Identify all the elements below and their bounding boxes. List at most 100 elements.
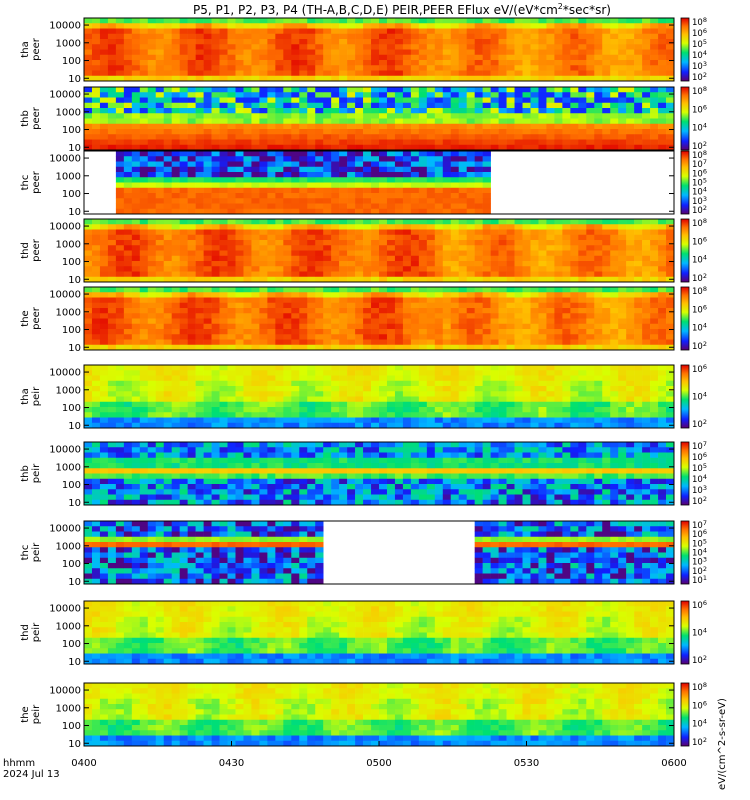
heatmap-cell xyxy=(458,123,467,130)
heatmap-cell xyxy=(514,417,523,424)
heatmap-cell xyxy=(107,28,117,35)
heatmap-cell xyxy=(626,33,635,40)
heatmap-cell xyxy=(626,144,635,151)
heatmap-cell xyxy=(243,234,252,241)
heatmap-cell xyxy=(339,219,348,225)
heatmap-cell xyxy=(530,39,539,45)
heatmap-cell xyxy=(339,102,348,109)
heatmap-cell xyxy=(139,323,149,330)
heatmap-cell xyxy=(299,391,308,397)
heatmap-cell xyxy=(514,271,523,278)
heatmap-cell xyxy=(514,287,523,293)
heatmap-cell xyxy=(426,203,436,210)
heatmap-cell xyxy=(299,193,308,199)
heatmap-cell xyxy=(307,386,316,392)
heatmap-cell xyxy=(522,250,531,257)
heatmap-cell xyxy=(650,70,659,77)
y-tick-label: 100 xyxy=(62,325,81,336)
heatmap-cell xyxy=(442,161,452,168)
heatmap-cell xyxy=(219,297,228,304)
heatmap-cell xyxy=(355,182,364,189)
heatmap-cell xyxy=(331,151,340,157)
heatmap-cell xyxy=(131,87,141,93)
heatmap-cell xyxy=(466,417,475,424)
heatmap-cell xyxy=(522,365,531,371)
heatmap-cell xyxy=(379,250,388,257)
heatmap-cell xyxy=(594,339,603,346)
heatmap-cell xyxy=(418,156,428,162)
heatmap-cell xyxy=(578,396,587,403)
heatmap-cell xyxy=(578,129,587,135)
heatmap-cell xyxy=(235,219,244,225)
heatmap-cell xyxy=(195,261,204,267)
heatmap-cell xyxy=(570,70,579,77)
heatmap-cell xyxy=(339,308,348,314)
heatmap-cell xyxy=(219,203,228,210)
heatmap-cell xyxy=(594,113,603,119)
heatmap-cell xyxy=(538,65,547,71)
heatmap-cell xyxy=(331,240,340,246)
heatmap-cell xyxy=(442,370,452,376)
heatmap-cell xyxy=(299,54,308,61)
heatmap-cell xyxy=(155,208,165,215)
heatmap-cell xyxy=(371,370,380,376)
heatmap-cell xyxy=(418,412,428,418)
heatmap-cell xyxy=(402,422,412,429)
heatmap-cell xyxy=(666,313,675,319)
heatmap-cell xyxy=(259,118,268,125)
heatmap-cell xyxy=(251,412,260,418)
heatmap-cell xyxy=(283,65,292,71)
heatmap-cell xyxy=(426,417,436,424)
heatmap-cell xyxy=(139,245,149,251)
heatmap-cell xyxy=(626,44,635,50)
heatmap-cell xyxy=(442,75,452,82)
heatmap-cell xyxy=(227,318,236,325)
heatmap-cell xyxy=(251,318,260,325)
heatmap-cell xyxy=(626,308,635,314)
heatmap-cell xyxy=(402,292,412,298)
heatmap-cell xyxy=(251,240,260,246)
heatmap-cell xyxy=(618,97,627,104)
heatmap-cell xyxy=(155,250,165,257)
heatmap-cell xyxy=(562,255,571,262)
heatmap-cell xyxy=(514,375,523,382)
heatmap-cell xyxy=(259,198,268,204)
heatmap-cell xyxy=(139,297,149,304)
heatmap-cell xyxy=(402,172,412,178)
heatmap-cell xyxy=(363,292,372,298)
heatmap-cell xyxy=(235,375,244,382)
heatmap-cell xyxy=(578,329,587,335)
heatmap-cell xyxy=(386,144,396,151)
heatmap-cell xyxy=(371,329,380,335)
heatmap-cell xyxy=(482,287,491,293)
heatmap-cell xyxy=(538,102,547,109)
heatmap-cell xyxy=(418,229,428,236)
heatmap-cell xyxy=(450,134,460,140)
heatmap-cell xyxy=(299,313,308,319)
heatmap-cell xyxy=(147,97,157,104)
heatmap-cell xyxy=(371,261,380,267)
heatmap-cell xyxy=(155,134,165,140)
heatmap-cell xyxy=(219,245,228,251)
heatmap-cell xyxy=(291,108,300,114)
heatmap-cell xyxy=(402,302,412,309)
heatmap-cell xyxy=(211,70,220,77)
heatmap-cell xyxy=(474,187,483,194)
heatmap-cell xyxy=(291,144,300,151)
heatmap-cell xyxy=(634,134,643,140)
heatmap-cell xyxy=(482,49,491,56)
heatmap-cell xyxy=(578,417,587,424)
heatmap-cell xyxy=(219,417,228,424)
heatmap-cell xyxy=(618,123,627,130)
heatmap-cell xyxy=(315,329,324,335)
heatmap-cell xyxy=(410,166,420,173)
heatmap-cell xyxy=(418,102,428,109)
heatmap-cell xyxy=(115,386,125,392)
heatmap-cell xyxy=(394,261,404,267)
heatmap-cell xyxy=(219,323,228,330)
heatmap-cell xyxy=(658,313,667,319)
heatmap-cell xyxy=(554,255,563,262)
heatmap-cell xyxy=(458,245,467,251)
heatmap-cell xyxy=(426,224,436,230)
heatmap-cell xyxy=(155,297,165,304)
